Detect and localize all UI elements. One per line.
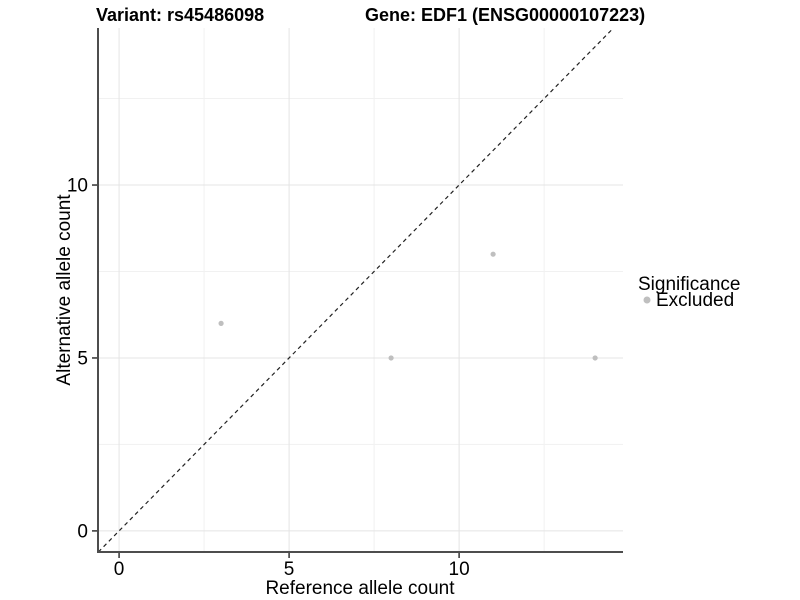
svg-text:0: 0 bbox=[77, 521, 88, 542]
svg-text:10: 10 bbox=[67, 176, 88, 197]
legend-entry-label: Excluded bbox=[656, 290, 734, 311]
legend-point-icon bbox=[643, 296, 651, 304]
y-axis-title: Alternative allele count bbox=[54, 194, 75, 386]
axis-lines bbox=[97, 28, 623, 553]
variant-title: Variant: rs45486098 bbox=[96, 5, 264, 25]
svg-text:0: 0 bbox=[114, 559, 125, 580]
svg-text:5: 5 bbox=[77, 348, 88, 369]
major-gridlines bbox=[98, 28, 623, 552]
legend-title: Significance bbox=[638, 274, 740, 295]
x-axis-title: Reference allele count bbox=[265, 578, 455, 599]
svg-text:5: 5 bbox=[284, 559, 295, 580]
svg-text:10: 10 bbox=[449, 559, 470, 580]
axis-tick-marks bbox=[92, 184, 460, 558]
axis-tick-labels: 0 5 10 0 5 10 bbox=[67, 176, 470, 580]
data-points bbox=[218, 251, 598, 361]
identity-dashed-line bbox=[97, 27, 614, 553]
minor-gridlines bbox=[98, 28, 623, 552]
gene-title: Gene: EDF1 (ENSG00000107223) bbox=[365, 5, 645, 25]
legend: Significance Excluded bbox=[638, 274, 740, 311]
